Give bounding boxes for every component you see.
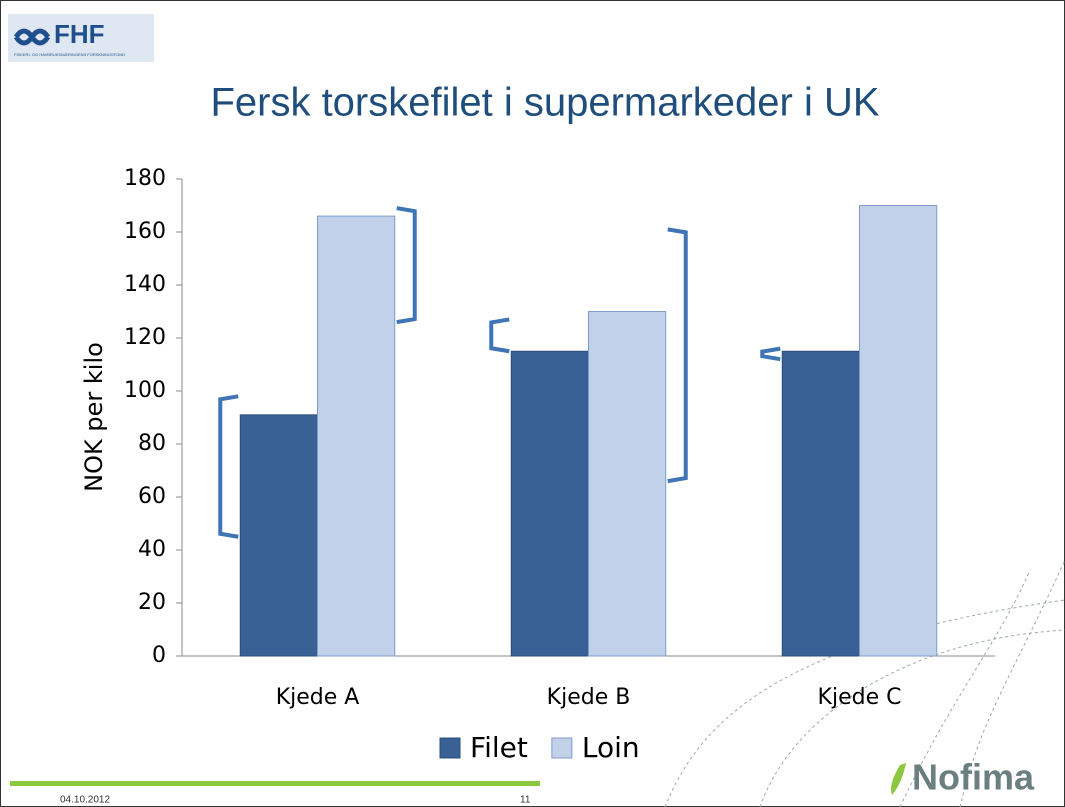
brand: Nofima (912, 757, 1035, 798)
range-bracket (489, 317, 510, 354)
y-tick-label: 100 (124, 378, 166, 403)
legend-label: Filet (470, 731, 528, 764)
x-tick-label: Kjede B (547, 685, 631, 710)
bar (317, 215, 396, 657)
bar (510, 350, 590, 657)
x-tick-label: Kjede C (818, 685, 902, 710)
bar (588, 311, 667, 657)
logo-icon (13, 28, 51, 46)
range-bracket (760, 346, 781, 362)
y-tick-label: 20 (138, 590, 166, 615)
logo-name: FHF (54, 19, 105, 49)
y-tick-label: 140 (124, 272, 166, 297)
decor-lines (664, 559, 1065, 807)
legend-swatch (551, 737, 573, 759)
range-bracket (396, 206, 417, 325)
legend-label: Loin (582, 731, 640, 764)
bar (239, 414, 318, 657)
y-tick-label: 60 (138, 484, 166, 509)
x-tick-label: Kjede A (276, 685, 360, 710)
footer-page: 11 (520, 795, 531, 806)
bar (859, 205, 938, 657)
y-tick-label: 120 (124, 325, 166, 350)
legend-swatch (439, 737, 461, 759)
footer-date: 04.10.2012 (60, 795, 110, 806)
y-tick-label: 40 (138, 537, 166, 562)
y-tick-label: 180 (124, 166, 166, 191)
range-bracket (667, 227, 688, 484)
range-bracket (218, 394, 239, 539)
y-tick-label: 160 (124, 219, 166, 244)
y-axis-label: NOK per kilo (80, 342, 108, 492)
bar (781, 350, 861, 657)
logo-subtitle: FISKERI- OG HAVBRUKSNÆRINGENS FORSKNINGS… (14, 52, 125, 57)
y-tick-label: 0 (152, 643, 166, 668)
chart-title: Fersk torskefilet i supermarkeder i UK (210, 81, 879, 125)
footer-bar (10, 781, 540, 786)
brand-icon (891, 763, 906, 795)
y-tick-label: 80 (138, 431, 166, 456)
